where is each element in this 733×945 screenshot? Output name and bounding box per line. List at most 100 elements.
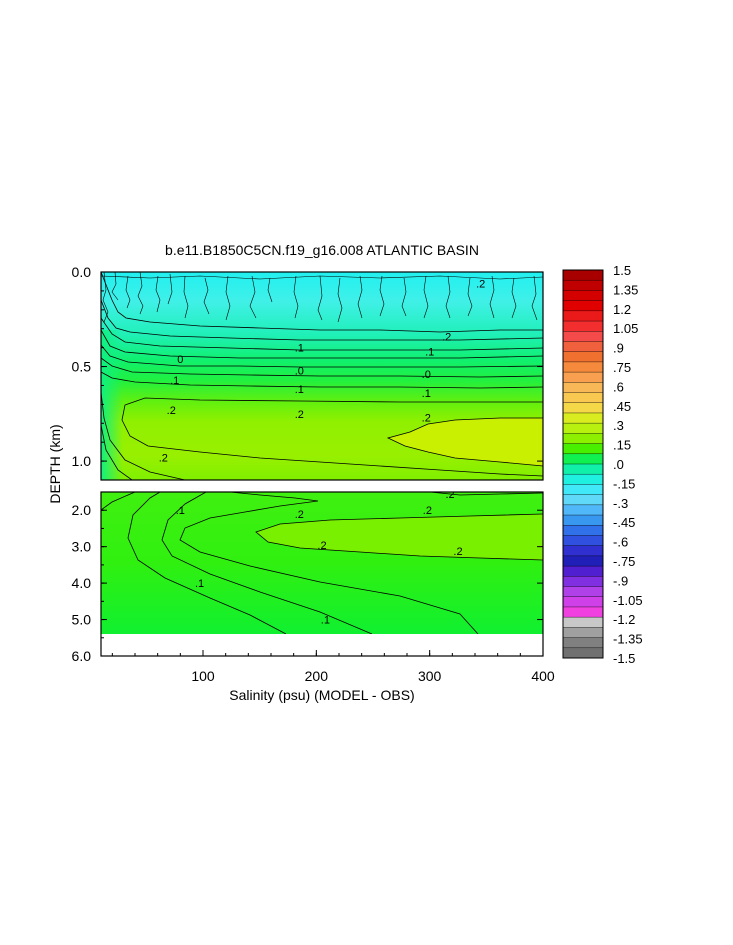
y-tick-label: 5.0 <box>72 612 92 628</box>
colorbar-label: .45 <box>613 399 631 414</box>
colorbar-swatch <box>563 494 603 506</box>
colorbar-label: .0 <box>613 457 624 472</box>
colorbar-swatch <box>563 586 603 598</box>
lower-contours <box>101 492 543 634</box>
contour-label: .2 <box>295 509 304 521</box>
colorbar-swatch <box>563 566 603 577</box>
colorbar-label: .9 <box>613 341 624 356</box>
colorbar-swatch <box>563 647 603 659</box>
colorbar-swatch <box>563 433 603 444</box>
colorbar-label: .6 <box>613 379 624 394</box>
contour-label: .2 <box>423 505 432 517</box>
y-tick-label: 1.0 <box>72 453 92 469</box>
colorbar-swatch <box>563 637 603 649</box>
colorbar-swatch <box>563 627 603 638</box>
upper-panel: .2 .2 0 .1 .1 .0 .0 .1 .1 .1 .2 .2 .2 .2 <box>100 271 544 481</box>
contour-label: .1 <box>422 388 431 400</box>
contour-label: .1 <box>195 578 204 590</box>
lower-core-region <box>256 514 543 560</box>
colorbar-label: -1.5 <box>613 651 635 666</box>
contour-label: .2 <box>445 489 454 501</box>
contour-label: .1 <box>425 346 434 358</box>
upper-left-band <box>101 330 123 480</box>
contour-label: .2 <box>295 409 304 421</box>
y-axis-label: DEPTH (km) <box>47 424 63 503</box>
colorbar-label: -.9 <box>613 573 628 588</box>
colorbar-swatch <box>563 310 603 322</box>
x-tick-label: 400 <box>531 668 555 684</box>
colorbar-label: -1.35 <box>613 632 643 647</box>
chart-title: b.e11.B1850C5CN.f19_g16.008 ATLANTIC BAS… <box>165 242 479 258</box>
x-tick-label: 200 <box>305 668 329 684</box>
colorbar-swatch <box>563 545 603 557</box>
colorbar-label: -.75 <box>613 554 635 569</box>
colorbar-swatch <box>563 474 603 485</box>
colorbar-swatch <box>563 606 603 618</box>
colorbar-label: -1.05 <box>613 593 643 608</box>
colorbar-label: .15 <box>613 438 631 453</box>
colorbar-swatch <box>563 576 603 587</box>
y-tick-label: 0.0 <box>72 264 92 280</box>
upper-surface-noise <box>101 272 543 323</box>
contour-label: .2 <box>317 540 326 552</box>
contour-label: .0 <box>422 369 431 381</box>
colorbar-swatch <box>563 280 603 291</box>
colorbar-swatch <box>563 351 603 363</box>
colorbar-swatch <box>563 402 603 414</box>
colorbar-swatch <box>563 372 603 383</box>
colorbar-label: 1.35 <box>613 282 638 297</box>
colorbar-swatch <box>563 504 603 516</box>
colorbar-label: 1.5 <box>613 263 631 278</box>
x-tick-label: 100 <box>191 668 215 684</box>
contour-label: .2 <box>442 331 451 343</box>
colorbar-label: 1.2 <box>613 302 631 317</box>
contour-label: .0 <box>295 365 304 377</box>
contour-label: .1 <box>295 343 304 355</box>
upper-frame <box>100 271 544 481</box>
x-axis-label: Salinity (psu) (MODEL - OBS) <box>229 687 414 703</box>
colorbar-swatch <box>563 484 603 496</box>
colorbar-label: -.6 <box>613 535 628 550</box>
colorbar-label: -1.2 <box>613 612 635 627</box>
upper-max-region <box>386 417 543 467</box>
colorbar-label: 1.05 <box>613 321 638 336</box>
colorbar-swatch <box>563 443 603 455</box>
colorbar-swatch <box>563 270 603 281</box>
colorbar-swatch <box>563 596 603 608</box>
colorbar-swatch <box>563 617 603 628</box>
colorbar-label: .3 <box>613 418 624 433</box>
colorbar-swatch <box>563 555 603 567</box>
y-tick-label: 6.0 <box>72 648 92 664</box>
colorbar-label: -.15 <box>613 476 635 491</box>
y-tick-label: 2.0 <box>72 502 92 518</box>
contour-label: .2 <box>159 452 168 464</box>
colorbar-swatch <box>563 300 603 312</box>
colorbar-swatch <box>563 382 603 393</box>
colorbar-label: -.3 <box>613 496 628 511</box>
colorbar-label: .75 <box>613 360 631 375</box>
colorbar-swatch <box>563 321 603 332</box>
colorbar-frame <box>562 269 604 659</box>
y-tick-label: 0.5 <box>72 359 92 375</box>
contour-label: .2 <box>476 278 485 290</box>
y-tick-label: 4.0 <box>72 575 92 591</box>
contour-label: .1 <box>321 615 330 627</box>
contour-label: .2 <box>422 413 431 425</box>
colorbar-swatch <box>563 392 603 404</box>
upper-contours <box>101 272 543 480</box>
lower-panel: .2 .1 .2 .2 .2 .2 .1 .1 <box>100 489 544 657</box>
contour-label: .1 <box>170 375 179 387</box>
lower-frame <box>100 491 544 657</box>
y-tick-label: 3.0 <box>72 539 92 555</box>
contour-label: .1 <box>295 384 304 396</box>
colorbar-swatch <box>563 331 603 342</box>
colorbar-swatch <box>563 535 603 547</box>
colorbar-swatch <box>563 423 603 434</box>
colorbar-swatch <box>563 290 603 302</box>
colorbar-swatch <box>563 515 603 526</box>
colorbar-swatch <box>563 525 603 536</box>
lower-bottom-blank <box>101 634 543 656</box>
colorbar-swatch <box>563 453 603 465</box>
